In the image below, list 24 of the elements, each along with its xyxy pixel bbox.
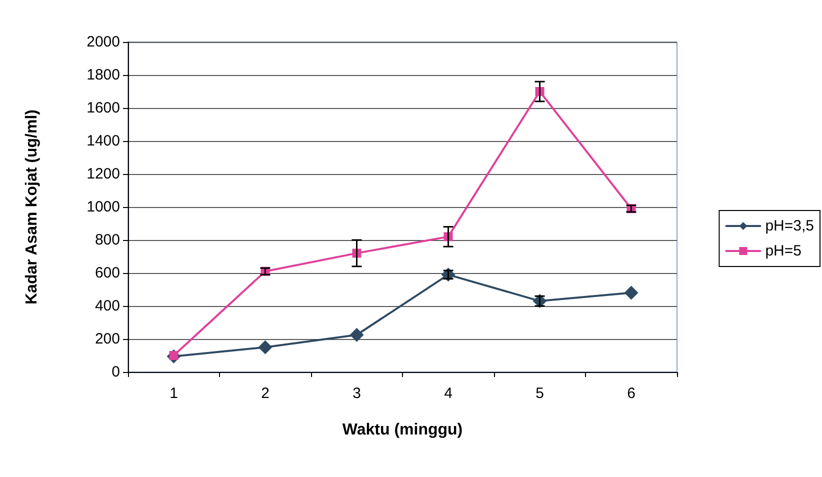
legend-label: pH=5: [765, 242, 802, 260]
point: [624, 286, 638, 300]
x-tick-label: 4: [444, 385, 452, 402]
y-tick-label: 1600: [86, 100, 120, 116]
y-tick-label: 0: [112, 364, 120, 380]
y-axis-title: Kadar Asam Kojat (ug/ml): [24, 110, 40, 304]
y-tick-label: 1400: [86, 132, 120, 150]
x-tick-label: 2: [261, 385, 270, 402]
x-tick-label: 6: [627, 385, 636, 402]
y-tick-label: 200: [94, 330, 120, 348]
legend-label: pH=3,5: [765, 218, 814, 234]
y-tick-label: 1800: [86, 66, 120, 84]
point: [258, 340, 272, 354]
y-tick-label: 1000: [86, 198, 120, 216]
y-tick-label: 800: [94, 232, 120, 248]
x-axis-title: Waktu (minggu): [342, 422, 463, 438]
y-tick-label: 2000: [86, 34, 120, 50]
x-tick-label: 3: [352, 385, 361, 402]
y-tick-label: 400: [94, 298, 120, 314]
x-tick-label: 1: [170, 385, 178, 402]
y-tick-label: 1200: [86, 166, 120, 182]
y-tick-label: 600: [94, 264, 120, 282]
point: [350, 328, 364, 342]
x-tick-label: 5: [536, 385, 544, 402]
